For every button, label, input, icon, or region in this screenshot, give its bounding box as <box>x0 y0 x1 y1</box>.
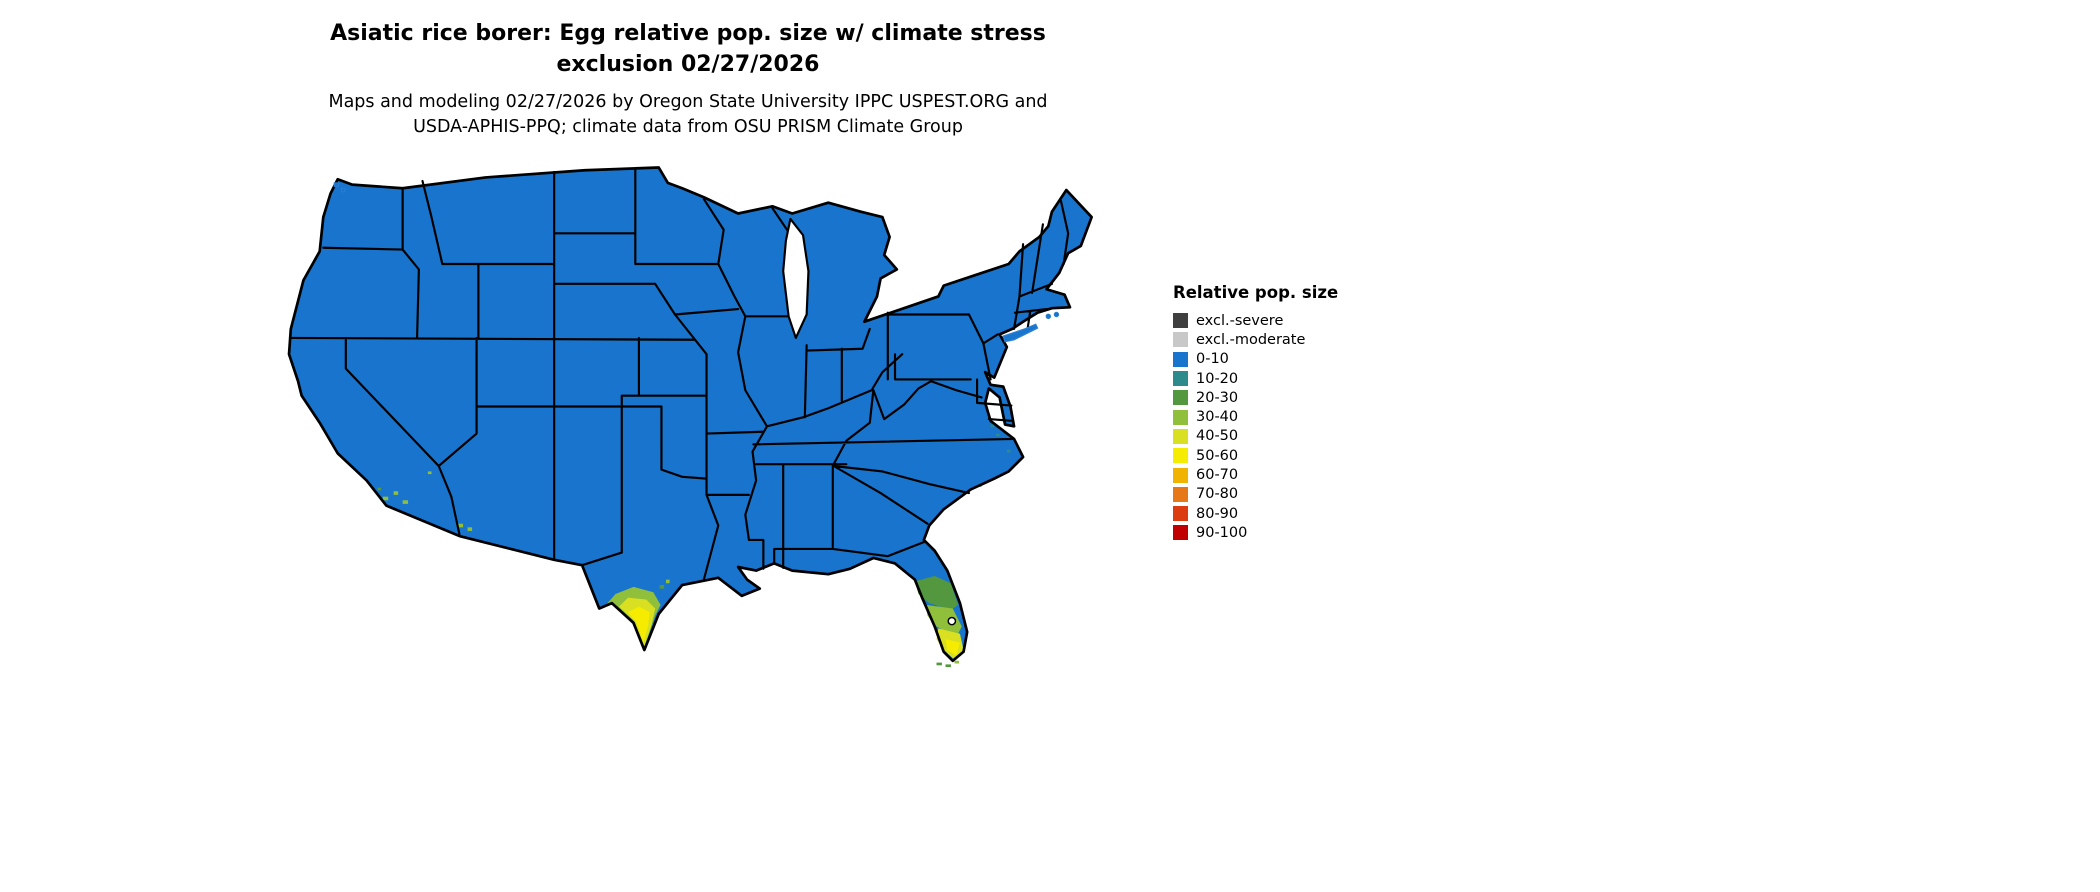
legend-label: 30-40 <box>1196 409 1239 426</box>
puget-sound-islands <box>333 182 346 193</box>
legend-item-excl-moderate: excl.-moderate <box>1173 330 1338 349</box>
legend-label: 50-60 <box>1196 447 1239 464</box>
legend-label: 0-10 <box>1196 351 1229 368</box>
map-title: Asiatic rice borer: Egg relative pop. si… <box>0 18 1376 80</box>
legend-item-90-100: 90-100 <box>1173 523 1338 542</box>
us-coastline <box>287 166 1093 663</box>
legend-label: excl.-moderate <box>1196 331 1306 348</box>
us-map-fill <box>289 167 1092 661</box>
legend-item-30-40: 30-40 <box>1173 407 1338 426</box>
legend-label: 70-80 <box>1196 486 1239 503</box>
legend-label: excl.-severe <box>1196 312 1284 329</box>
map-title-line1: Asiatic rice borer: Egg relative pop. si… <box>330 21 1046 46</box>
legend-item-70-80: 70-80 <box>1173 485 1338 504</box>
legend-swatch <box>1173 313 1188 329</box>
legend-item-10-20: 10-20 <box>1173 369 1338 388</box>
legend-item-excl-severe: excl.-severe <box>1173 311 1338 330</box>
legend-swatch <box>1173 448 1188 464</box>
map-subtitle-line2: USDA-APHIS-PPQ; climate data from OSU PR… <box>413 117 963 137</box>
legend-item-50-60: 50-60 <box>1173 446 1338 465</box>
us-map <box>287 166 1093 668</box>
map-subtitle: Maps and modeling 02/27/2026 by Oregon S… <box>0 90 1376 140</box>
legend-swatch <box>1173 506 1188 522</box>
hotspot-southern-california <box>377 471 473 531</box>
legend-swatch <box>1173 428 1188 444</box>
legend-rows: excl.-severe excl.-moderate 0-10 10-20 20-30… <box>1173 311 1338 543</box>
legend: Relative pop. size excl.-severe excl.-mod… <box>1173 283 1338 543</box>
legend-label: 10-20 <box>1196 370 1239 387</box>
legend-item-20-30: 20-30 <box>1173 388 1338 407</box>
state-borders <box>289 168 1070 581</box>
legend-label: 90-100 <box>1196 524 1248 541</box>
legend-label: 80-90 <box>1196 505 1239 522</box>
legend-item-60-70: 60-70 <box>1173 465 1338 484</box>
legend-swatch <box>1173 467 1188 483</box>
legend-item-0-10: 0-10 <box>1173 350 1338 369</box>
legend-swatch <box>1173 525 1188 541</box>
legend-title: Relative pop. size <box>1173 283 1339 302</box>
legend-label: 20-30 <box>1196 389 1239 406</box>
legend-swatch <box>1173 390 1188 406</box>
map-subtitle-line1: Maps and modeling 02/27/2026 by Oregon S… <box>328 92 1048 112</box>
legend-item-40-50: 40-50 <box>1173 427 1338 446</box>
legend-swatch <box>1173 332 1188 348</box>
lake-okeechobee <box>947 616 957 626</box>
hotspot-south-texas <box>602 579 670 649</box>
legend-item-80-90: 80-90 <box>1173 504 1338 523</box>
legend-swatch <box>1173 351 1188 367</box>
map-title-line2: exclusion 02/27/2026 <box>556 52 820 77</box>
legend-swatch <box>1173 409 1188 425</box>
legend-swatch <box>1173 486 1188 502</box>
lake-michigan <box>782 217 810 340</box>
legend-label: 60-70 <box>1196 467 1239 484</box>
northeast-islands <box>1002 311 1060 343</box>
legend-label: 40-50 <box>1196 428 1239 445</box>
hotspot-south-florida <box>914 576 964 668</box>
legend-swatch <box>1173 371 1188 387</box>
